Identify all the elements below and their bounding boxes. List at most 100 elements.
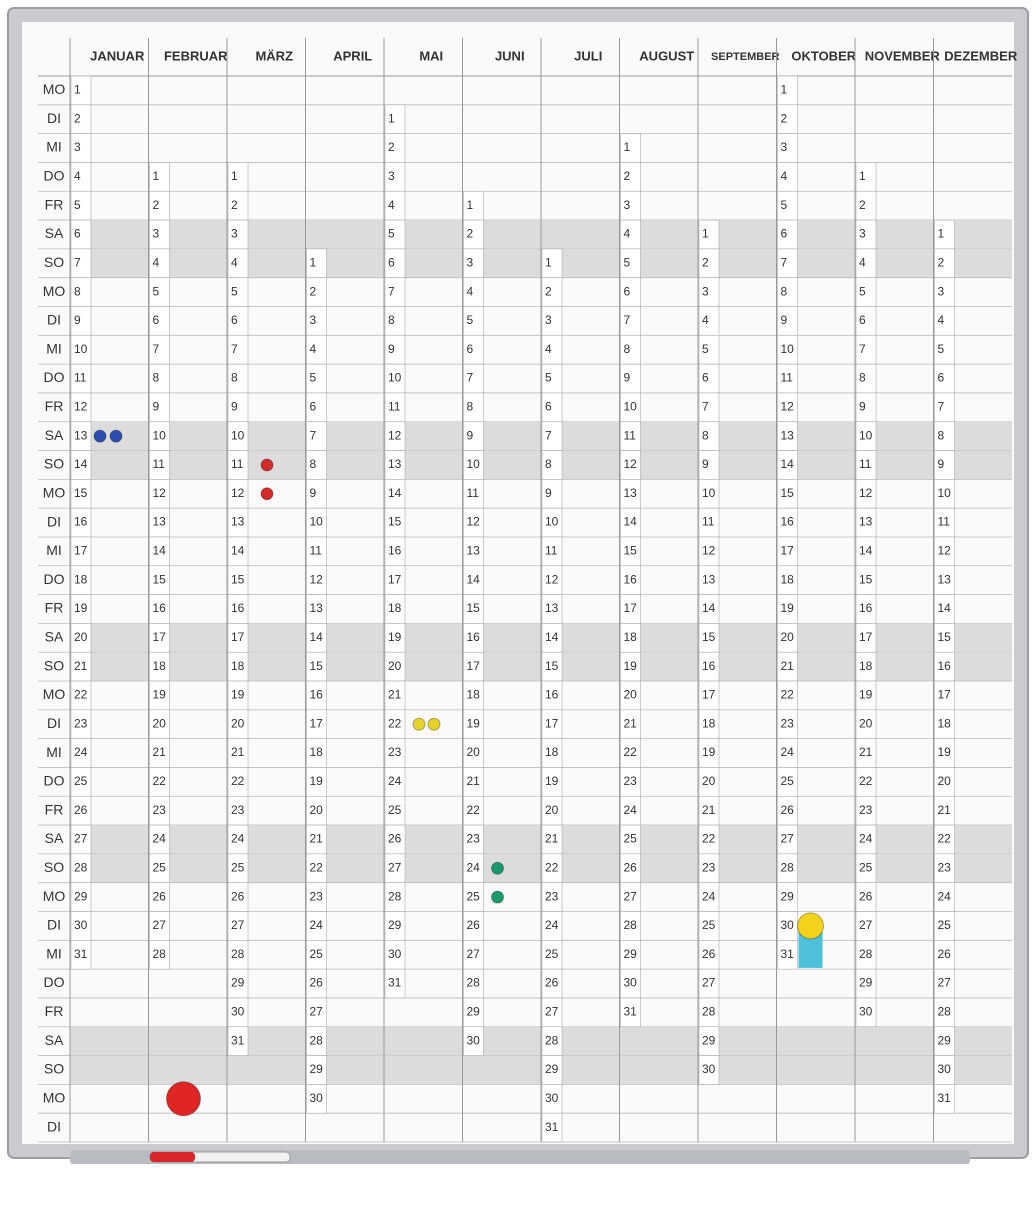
day-number: 10 xyxy=(938,486,952,500)
day-number: 11 xyxy=(388,399,401,413)
day-number: 26 xyxy=(388,832,402,846)
day-number: 8 xyxy=(702,428,709,442)
day-number: 16 xyxy=(467,630,481,644)
day-number: 6 xyxy=(74,227,81,241)
day-number: 15 xyxy=(231,572,245,586)
magnet xyxy=(93,429,107,443)
day-number: 22 xyxy=(388,716,402,730)
day-number: 12 xyxy=(153,486,167,500)
month-label: MÄRZ xyxy=(255,48,293,63)
day-number: 13 xyxy=(781,428,795,442)
day-number: 19 xyxy=(938,745,952,759)
day-cell xyxy=(777,940,798,970)
day-number: 17 xyxy=(388,572,402,586)
day-number: 24 xyxy=(310,918,324,932)
day-number: 29 xyxy=(938,1033,952,1047)
day-number: 11 xyxy=(624,428,637,442)
magnet xyxy=(166,1081,201,1117)
day-number: 5 xyxy=(74,198,81,212)
day-number: 12 xyxy=(388,428,402,442)
day-number: 3 xyxy=(702,284,709,298)
day-number: 6 xyxy=(781,227,788,241)
magnet xyxy=(491,890,504,904)
day-number: 23 xyxy=(153,803,167,817)
day-number: 3 xyxy=(624,198,631,212)
day-number: 29 xyxy=(781,889,795,903)
weekday-label: MO xyxy=(43,1089,66,1105)
day-number: 14 xyxy=(467,572,481,586)
day-number: 20 xyxy=(624,688,638,702)
day-number: 29 xyxy=(310,1062,324,1076)
day-number: 22 xyxy=(467,803,481,817)
day-number: 6 xyxy=(153,313,160,327)
day-number: 23 xyxy=(467,832,481,846)
day-number: 6 xyxy=(310,399,317,413)
day-number: 29 xyxy=(545,1062,559,1076)
day-number: 20 xyxy=(231,716,245,730)
day-number: 30 xyxy=(702,1062,716,1076)
day-number: 15 xyxy=(153,572,167,586)
day-number: 18 xyxy=(153,659,167,673)
day-number: 20 xyxy=(859,716,873,730)
day-number: 11 xyxy=(938,515,951,529)
weekday-label: FR xyxy=(45,600,64,616)
day-number: 21 xyxy=(702,803,716,817)
day-number: 28 xyxy=(702,1005,716,1019)
day-number: 24 xyxy=(938,889,952,903)
day-number: 19 xyxy=(388,630,402,644)
day-number: 2 xyxy=(74,111,81,125)
day-number: 14 xyxy=(624,515,638,529)
day-number: 9 xyxy=(153,399,160,413)
day-number: 3 xyxy=(231,227,238,241)
day-number: 16 xyxy=(938,659,952,673)
day-number: 28 xyxy=(388,889,402,903)
day-number: 29 xyxy=(859,976,873,990)
day-number: 23 xyxy=(545,889,559,903)
day-number: 30 xyxy=(467,1033,481,1047)
month-label: FEBRUAR xyxy=(164,48,228,63)
day-number: 7 xyxy=(859,342,866,356)
day-number: 24 xyxy=(467,860,481,874)
day-number: 22 xyxy=(781,688,795,702)
day-number: 9 xyxy=(74,313,81,327)
day-number: 10 xyxy=(388,371,402,385)
day-number: 16 xyxy=(231,601,245,615)
day-number: 12 xyxy=(702,544,716,558)
day-number: 17 xyxy=(624,601,638,615)
day-number: 8 xyxy=(231,371,238,385)
day-cell xyxy=(306,1084,327,1114)
day-number: 10 xyxy=(74,342,88,356)
day-number: 4 xyxy=(624,227,631,241)
day-number: 4 xyxy=(231,255,238,269)
day-number: 18 xyxy=(702,716,716,730)
weekday-label: SA xyxy=(45,225,64,241)
day-number: 22 xyxy=(702,832,716,846)
day-number: 24 xyxy=(388,774,402,788)
day-number: 23 xyxy=(388,745,402,759)
day-number: 14 xyxy=(310,630,324,644)
day-number: 10 xyxy=(624,399,638,413)
day-number: 10 xyxy=(545,515,559,529)
day-number: 25 xyxy=(74,774,88,788)
weekday-label: MI xyxy=(46,945,62,961)
day-number: 26 xyxy=(153,889,167,903)
day-cell xyxy=(620,997,641,1028)
day-number: 1 xyxy=(310,255,317,269)
day-number: 1 xyxy=(388,111,395,125)
day-number: 3 xyxy=(388,169,395,183)
day-number: 17 xyxy=(310,716,324,730)
day-number: 21 xyxy=(938,803,952,817)
day-number: 7 xyxy=(938,399,945,413)
day-number: 31 xyxy=(545,1120,559,1134)
day-number: 26 xyxy=(859,889,873,903)
day-number: 9 xyxy=(467,428,474,442)
day-number: 6 xyxy=(624,284,631,298)
day-number: 26 xyxy=(231,889,245,903)
day-number: 4 xyxy=(859,255,866,269)
day-number: 18 xyxy=(388,601,402,615)
day-number: 5 xyxy=(231,284,238,298)
weekday-label: DI xyxy=(47,110,61,126)
day-number: 7 xyxy=(388,284,395,298)
day-number: 26 xyxy=(702,947,716,961)
